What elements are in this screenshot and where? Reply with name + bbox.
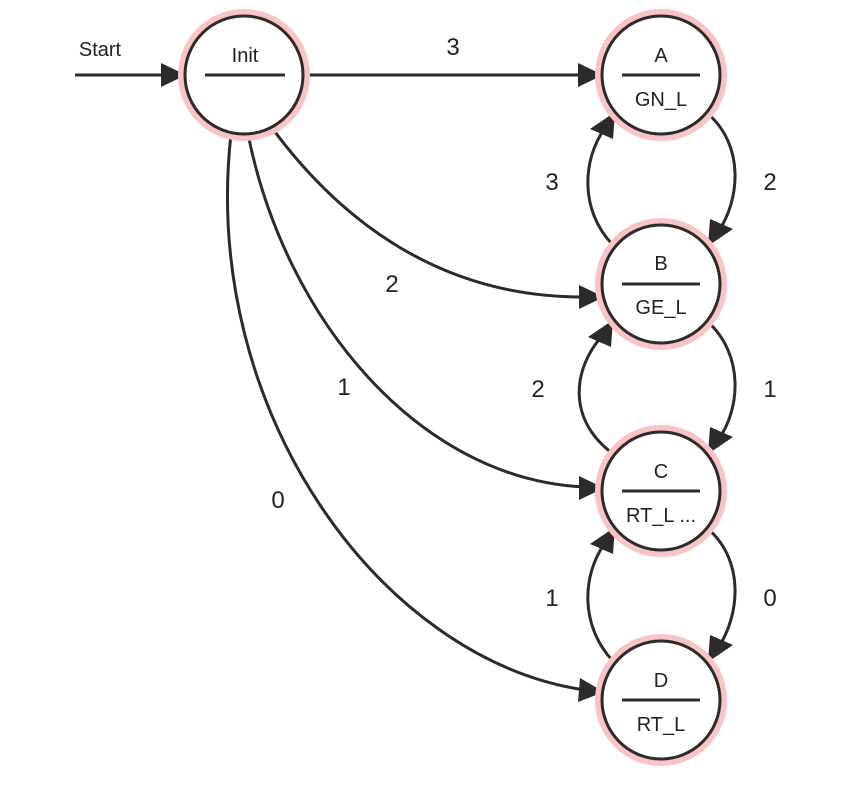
node-b-name: B — [654, 253, 667, 275]
edge-label-b-c: 1 — [763, 376, 776, 403]
node-b[interactable]: B GE_L — [595, 218, 727, 350]
node-b-output: GE_L — [635, 297, 686, 319]
edge-label-d-c: 1 — [545, 585, 558, 612]
edge-label-init-a: 3 — [446, 34, 459, 61]
edge-d-c — [586, 527, 615, 662]
edge-label-c-d: 0 — [763, 585, 776, 612]
edge-label-b-a: 3 — [545, 169, 558, 196]
node-d-name: D — [654, 670, 668, 692]
node-a-output: GN_L — [635, 89, 687, 111]
node-init[interactable]: Init — [178, 9, 310, 141]
start-label: Start — [79, 39, 122, 61]
node-d-output: RT_L — [637, 714, 686, 736]
edge-c-b — [577, 320, 613, 455]
edge-label-init-b: 2 — [385, 271, 398, 298]
edge-label-c-b: 2 — [531, 376, 544, 403]
edge-c-d — [706, 526, 737, 662]
edge-init-d — [226, 133, 604, 702]
edge-b-a — [586, 112, 615, 246]
node-a-name: A — [654, 45, 668, 67]
edge-label-init-c: 1 — [337, 374, 350, 401]
edge-init-b — [270, 127, 604, 309]
edge-init-a — [303, 63, 603, 87]
node-c[interactable]: C RT_L ... — [595, 425, 727, 557]
node-c-name: C — [654, 461, 668, 483]
edge-a-b — [706, 111, 737, 246]
edge-b-c — [705, 319, 737, 454]
node-init-name: Init — [232, 45, 259, 67]
start-arrow — [75, 63, 186, 87]
node-a[interactable]: A GN_L — [595, 9, 727, 141]
node-c-output: RT_L ... — [626, 505, 696, 527]
node-d[interactable]: D RT_L — [595, 634, 727, 766]
edge-label-a-b: 2 — [763, 169, 776, 196]
edge-label-init-d: 0 — [271, 487, 284, 514]
edge-init-c — [246, 133, 604, 500]
